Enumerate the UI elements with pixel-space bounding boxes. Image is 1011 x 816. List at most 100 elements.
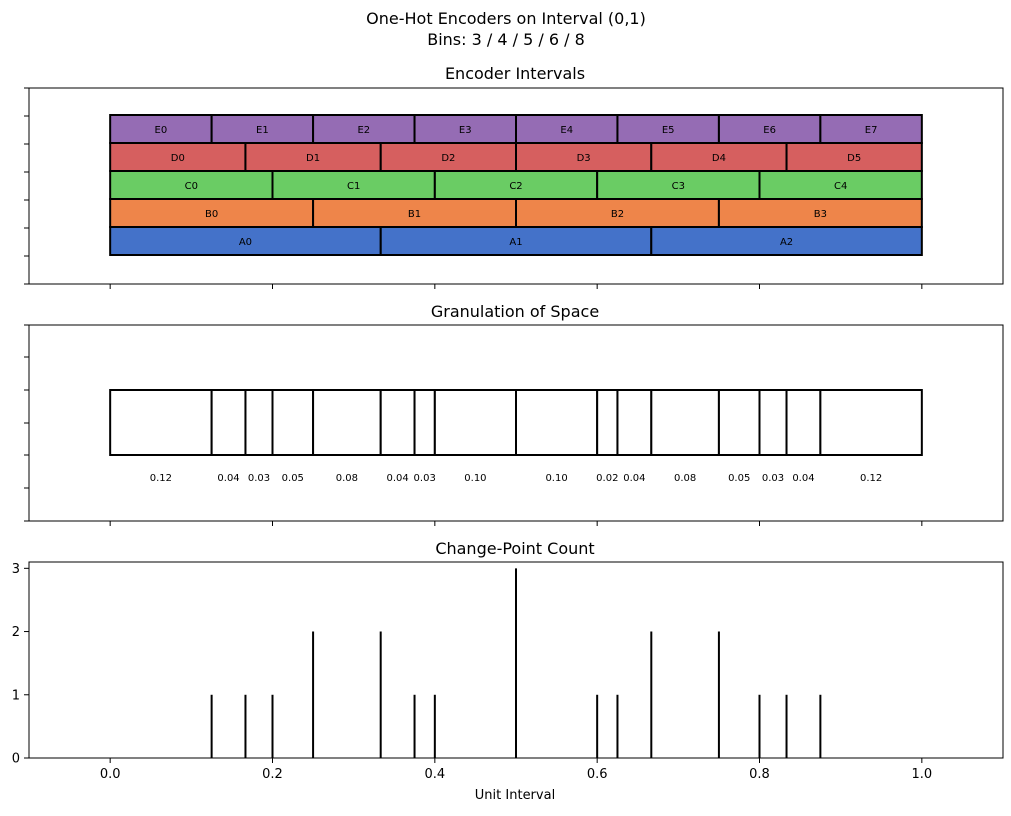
granulation-segment [210,389,247,456]
encoder-bin-label: D4 [712,153,726,164]
change-point-title: Change-Point Count [435,539,594,558]
granulation-panel: Granulation of Space 0.12 0.04 0.03 0.05 0.0… [24,302,1004,526]
granulation-segment [785,389,822,456]
encoder-bin-label: E2 [357,125,370,136]
granulation-segment [413,389,436,456]
encoder-bin-c1 [271,170,436,200]
encoder-bin-label: E4 [560,125,573,136]
granulation-segment [312,389,382,456]
encoder-bin-label: C1 [347,181,360,192]
encoder-intervals-title: Encoder Intervals [445,64,585,83]
segment-width-label: 0.02 [596,473,618,484]
granulation-segment [379,389,416,456]
encoder-bin-b1 [312,198,518,228]
encoder-interval-bars: A0 A1 A2 B0 B1 B2 B3 C0 C1 C2 C3 C4 D0 D1 D2 D3 D4 D5 E0 E1… [109,114,923,256]
encoder-row-e: E0 E1 E2 E3 E4 E5 E6 E7 [109,114,923,144]
encoder-bin-label: A0 [239,237,252,248]
segment-width-label: 0.04 [623,473,645,484]
granulation-segment [244,389,274,456]
encoder-bin-label: E7 [865,125,878,136]
encoder-bin-c4 [758,170,923,200]
granulation-segment [758,389,788,456]
granulation-segments: 0.12 0.04 0.03 0.05 0.08 0.04 0.03 0.10 0.10 0.02… [109,389,923,484]
encoder-bin-label: D5 [847,153,861,164]
encoder-bin-label: A2 [780,237,793,248]
y-tick-label: 2 [12,625,20,640]
encoder-bin-label: B1 [408,209,421,220]
segment-width-label: 0.08 [674,473,696,484]
encoder-bin-label: B3 [814,209,827,220]
granulation-segment [109,389,213,456]
segment-width-label: 0.12 [150,473,172,484]
encoder-intervals-panel: Encoder Intervals A0 A1 A2 B0 B1 B2 B3 C0 C1 C2 C3… [24,64,1004,289]
encoder-bin-label: D1 [306,153,320,164]
encoder-bin-label: E0 [155,125,168,136]
figure-subtitle: Bins: 3 / 4 / 5 / 6 / 8 [427,30,585,49]
encoder-row-d: D0 D1 D2 D3 D4 D5 [109,142,923,172]
encoder-bin-e7 [819,114,923,144]
segment-width-label: 0.03 [248,473,270,484]
encoder-bin-label: B0 [205,209,218,220]
segment-width-label: 0.05 [282,473,304,484]
segment-width-label: 0.04 [792,473,814,484]
change-point-panel: Change-Point Count 0 1 2 3 0.0 0.2 0.4 0.6 0.8 1.… [12,539,1004,803]
x-tick-label: 1.0 [911,767,932,782]
segment-width-label: 0.04 [217,473,239,484]
encoder-bin-c3 [596,170,761,200]
encoder-row-c: C0 C1 C2 C3 C4 [109,170,923,200]
encoder-bin-b3 [717,198,923,228]
encoder-bin-label: E1 [256,125,269,136]
x-tick-label: 0.8 [749,767,770,782]
encoder-bin-label: C2 [509,181,522,192]
encoder-bin-label: E5 [662,125,675,136]
encoder-bin-label: E6 [763,125,776,136]
segment-width-label: 0.08 [336,473,358,484]
encoder-bin-label: C4 [834,181,847,192]
x-tick-label: 0.0 [100,767,121,782]
granulation-ticks [24,324,923,526]
encoder-intervals-ticks [24,87,923,289]
segment-width-label: 0.04 [386,473,408,484]
x-tick-label: 0.6 [587,767,608,782]
segment-width-label: 0.12 [860,473,882,484]
encoder-bin-label: D2 [441,153,455,164]
x-tick-label: 0.4 [424,767,445,782]
granulation-segment [819,389,923,456]
x-axis-label: Unit Interval [475,788,555,803]
granulation-segment [433,389,518,456]
encoder-bin-a1 [379,226,653,256]
granulation-title: Granulation of Space [431,302,599,321]
x-tick-label: 0.2 [262,767,283,782]
segment-width-label: 0.10 [464,473,486,484]
granulation-segment [515,389,599,456]
segment-width-label: 0.03 [414,473,436,484]
figure-title: One-Hot Encoders on Interval (0,1) [366,9,646,28]
granulation-segment [616,389,653,456]
encoder-bin-e2 [312,114,416,144]
encoder-bin-b2 [515,198,720,228]
segment-width-label: 0.05 [728,473,750,484]
change-point-bars [210,568,822,758]
encoder-bin-label: A1 [509,237,522,248]
encoder-bin-e1 [210,114,315,144]
granulation-segment [717,389,761,456]
encoder-bin-d5 [785,142,923,172]
granulation-segment [271,389,315,456]
y-tick-label: 0 [12,752,20,767]
change-point-ticks: 0 1 2 3 0.0 0.2 0.4 0.6 0.8 1.0 [12,562,932,782]
encoder-intervals-frame [28,87,1004,285]
encoder-bin-c0 [109,170,274,200]
encoder-bin-label: B2 [611,209,624,220]
encoder-bin-e3 [413,114,517,144]
encoder-bin-label: E3 [459,125,472,136]
y-tick-label: 3 [12,562,20,577]
segment-width-label: 0.10 [545,473,567,484]
encoder-bin-label: C3 [672,181,685,192]
encoder-bin-d0 [109,142,247,172]
encoder-bin-e0 [109,114,213,144]
encoder-row-a: A0 A1 A2 [109,226,923,256]
encoder-bin-c2 [433,170,599,200]
segment-width-label: 0.03 [762,473,784,484]
y-tick-label: 1 [12,688,20,703]
